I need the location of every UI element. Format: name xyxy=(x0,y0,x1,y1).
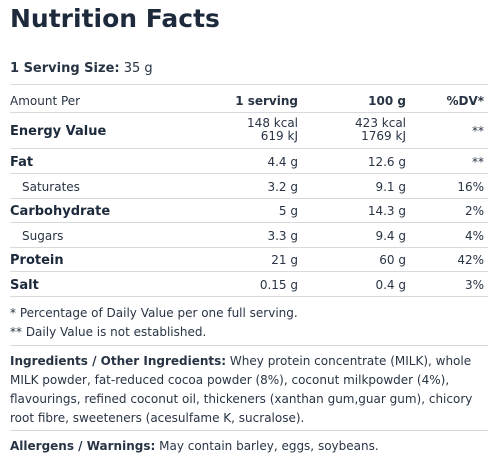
row-per100-value: 9.1 g xyxy=(375,180,406,194)
ingredients-label: Ingredients / Other Ingredients: xyxy=(10,354,227,368)
divider xyxy=(10,430,488,431)
divider xyxy=(10,198,488,199)
row-label: Salt xyxy=(10,278,39,293)
serving-size-label: 1 Serving Size: xyxy=(10,61,120,76)
row-serving-value: 148 kcal 619 kJ xyxy=(247,117,298,143)
row-dv-value: 42% xyxy=(457,253,484,267)
row-dv-value: 2% xyxy=(464,204,484,218)
row-label: Carbohydrate xyxy=(10,204,111,219)
row-dv-value: ** xyxy=(472,124,484,138)
row-serving-value: 5 g xyxy=(278,204,298,218)
ingredients-text: Whey protein concentrate (MILK), whole M… xyxy=(10,354,473,425)
row-serving-value: 3.2 g xyxy=(267,180,298,194)
row-per100-value: 423 kcal 1769 kJ xyxy=(355,117,406,143)
row-per100-value: 14.3 g xyxy=(367,204,406,218)
row-serving-value: 4.4 g xyxy=(267,155,298,169)
energy-kj-100g: 1769 kJ xyxy=(361,129,406,143)
energy-kcal-100g: 423 kcal xyxy=(355,116,406,130)
footnote-not-established: ** Daily Value is not established. xyxy=(10,325,207,339)
row-serving-value: 3.3 g xyxy=(267,229,298,243)
row-per100-value: 12.6 g xyxy=(367,155,406,169)
serving-size: 1 Serving Size: 35 g xyxy=(10,61,153,76)
header-per-100g: 100 g xyxy=(368,94,406,108)
row-serving-value: 0.15 g xyxy=(259,278,298,292)
row-per100-value: 60 g xyxy=(379,253,406,267)
allergens-label: Allergens / Warnings: xyxy=(10,439,156,453)
ingredients-section: Ingredients / Other Ingredients: Whey pr… xyxy=(10,352,488,428)
footnote-dv: * Percentage of Daily Value per one full… xyxy=(10,306,298,320)
divider xyxy=(10,222,488,223)
divider xyxy=(10,296,488,297)
energy-kcal-serving: 148 kcal xyxy=(247,116,298,130)
row-per100-value: 9.4 g xyxy=(375,229,406,243)
divider xyxy=(10,247,488,248)
divider xyxy=(10,84,488,85)
header-per-serving: 1 serving xyxy=(235,94,298,108)
divider xyxy=(10,112,488,113)
row-label: Fat xyxy=(10,155,34,170)
row-serving-value: 21 g xyxy=(271,253,298,267)
row-dv-value: ** xyxy=(472,155,484,169)
page-title: Nutrition Facts xyxy=(10,4,220,33)
row-dv-value: 16% xyxy=(457,180,484,194)
divider xyxy=(10,345,488,346)
row-dv-value: 3% xyxy=(464,278,484,292)
row-dv-value: 4% xyxy=(464,229,484,243)
divider xyxy=(10,173,488,174)
row-label: Protein xyxy=(10,253,64,268)
allergens-section: Allergens / Warnings: May contain barley… xyxy=(10,437,488,456)
row-label: Saturates xyxy=(22,180,80,194)
divider xyxy=(10,271,488,272)
row-label: Energy Value xyxy=(10,124,107,139)
row-per100-value: 0.4 g xyxy=(375,278,406,292)
divider xyxy=(10,148,488,149)
allergens-text: May contain barley, eggs, soybeans. xyxy=(159,439,379,453)
header-amount-per: Amount Per xyxy=(10,94,81,108)
header-dv: %DV* xyxy=(446,94,484,108)
energy-kj-serving: 619 kJ xyxy=(260,129,298,143)
serving-size-value: 35 g xyxy=(123,61,153,76)
row-label: Sugars xyxy=(22,229,64,243)
